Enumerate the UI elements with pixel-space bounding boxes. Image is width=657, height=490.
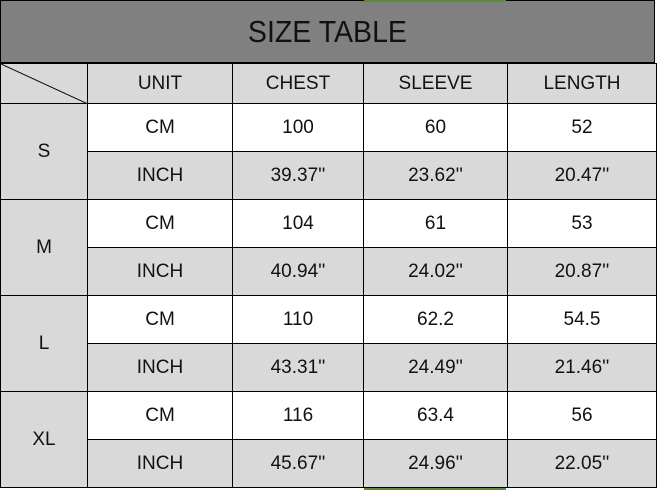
cell-chest: 43.31'' bbox=[232, 343, 364, 392]
cell-unit: CM bbox=[87, 295, 233, 344]
cell-unit: CM bbox=[87, 391, 233, 440]
header-row: UNIT CHEST SLEEVE LENGTH bbox=[0, 63, 657, 104]
cell-unit: CM bbox=[87, 103, 233, 152]
cell-length: 20.47'' bbox=[507, 151, 657, 200]
cell-chest: 104 bbox=[232, 199, 364, 248]
table-row: M CM 104 61 53 bbox=[0, 199, 657, 296]
cell-length: 20.87'' bbox=[507, 247, 657, 296]
cell-length: 54.5 bbox=[507, 295, 657, 344]
cell-unit: INCH bbox=[87, 343, 233, 392]
cell-chest: 45.67'' bbox=[232, 439, 364, 488]
size-table: UNIT CHEST SLEEVE LENGTH S CM 100 60 52 INCH 3… bbox=[0, 63, 657, 488]
cell-length: 56 bbox=[507, 391, 657, 440]
cell-sleeve: 24.96'' bbox=[363, 439, 508, 488]
table-row: XL CM 116 63.4 56 bbox=[0, 391, 657, 488]
table-title: SIZE TABLE bbox=[0, 0, 655, 63]
title-text: SIZE TABLE bbox=[247, 13, 408, 49]
cell-sleeve: 63.4 bbox=[363, 391, 508, 440]
cell-unit: CM bbox=[87, 199, 233, 248]
cell-sleeve: 24.02'' bbox=[363, 247, 508, 296]
cell-chest: 39.37'' bbox=[232, 151, 364, 200]
cell-sleeve: 24.49'' bbox=[363, 343, 508, 392]
table-row: INCH 43.31'' 24.49'' 21.46'' bbox=[1, 343, 657, 392]
cell-sleeve: 61 bbox=[363, 199, 508, 248]
header-unit: UNIT bbox=[87, 63, 233, 104]
cell-chest: 100 bbox=[232, 103, 364, 152]
size-label: XL bbox=[0, 391, 88, 488]
cell-sleeve: 60 bbox=[363, 103, 508, 152]
top-accent-line bbox=[364, 0, 506, 2]
table-row: INCH 39.37'' 23.62'' 20.47'' bbox=[1, 151, 657, 200]
table-row: S CM 100 60 52 bbox=[0, 103, 657, 200]
cell-length: 53 bbox=[507, 199, 657, 248]
cell-unit: INCH bbox=[87, 439, 233, 488]
table-row: INCH 45.67'' 24.96'' 22.05'' bbox=[1, 439, 657, 488]
table-row: L CM 110 62.2 54.5 bbox=[0, 295, 657, 392]
header-length: LENGTH bbox=[507, 63, 657, 104]
corner-cell bbox=[0, 63, 88, 104]
cell-length: 22.05'' bbox=[507, 439, 657, 488]
cell-length: 52 bbox=[507, 103, 657, 152]
header-chest: CHEST bbox=[232, 63, 364, 104]
cell-chest: 40.94'' bbox=[232, 247, 364, 296]
diagonal-line bbox=[1, 64, 88, 104]
header-sleeve: SLEEVE bbox=[363, 63, 508, 104]
size-label: S bbox=[0, 103, 88, 200]
cell-length: 21.46'' bbox=[507, 343, 657, 392]
cell-unit: INCH bbox=[87, 247, 233, 296]
size-label: M bbox=[0, 199, 88, 296]
cell-chest: 116 bbox=[232, 391, 364, 440]
table-row: INCH 40.94'' 24.02'' 20.87'' bbox=[1, 247, 657, 296]
size-label: L bbox=[0, 295, 88, 392]
cell-unit: INCH bbox=[87, 151, 233, 200]
cell-sleeve: 62.2 bbox=[363, 295, 508, 344]
cell-sleeve: 23.62'' bbox=[363, 151, 508, 200]
bottom-accent-line bbox=[364, 488, 506, 490]
cell-chest: 110 bbox=[232, 295, 364, 344]
